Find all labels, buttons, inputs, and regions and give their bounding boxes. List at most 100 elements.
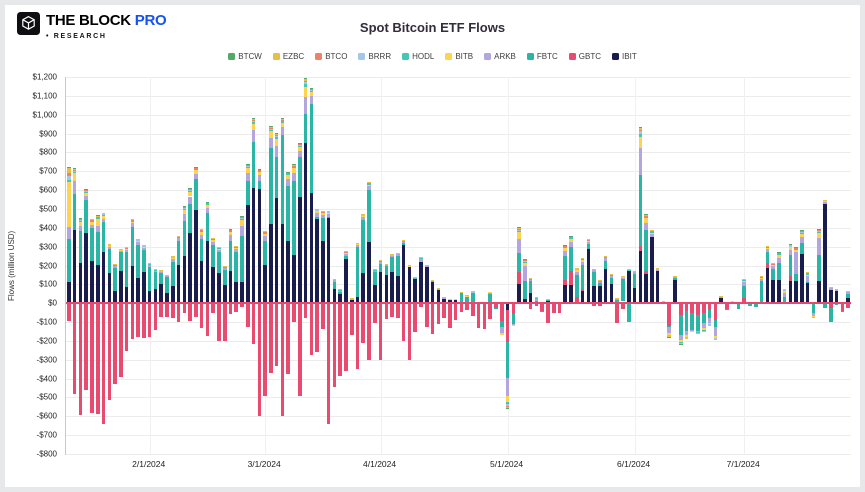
bar-segment-bitb	[176, 237, 181, 239]
bar-segment-arkb	[113, 266, 117, 269]
bar-segment-fbtc	[309, 103, 314, 193]
bar-segment-fbtc	[846, 293, 850, 298]
bar-segment-ezbc	[309, 87, 314, 89]
bar-segment-arkb	[182, 213, 187, 221]
legend-item-brrr[interactable]: BRRR	[358, 52, 391, 61]
bar-segment-arkb	[124, 250, 129, 253]
bar-segment-fbtc	[332, 281, 337, 290]
bar-segment-arkb	[199, 234, 204, 239]
bar-segment-fbtc	[153, 272, 158, 289]
bar-segment-gbtc	[309, 303, 314, 356]
bar-segment-btco	[222, 266, 227, 267]
bar-segment-hodl	[147, 263, 152, 265]
bar-segment-btco	[176, 236, 181, 237]
bar-segment-gbtc	[147, 303, 152, 338]
zero-line	[66, 302, 851, 305]
bar-segment-arkb	[794, 252, 798, 275]
bar-segment-ibit	[846, 297, 850, 304]
gridline	[66, 95, 851, 97]
bar-segment-gbtc	[228, 303, 233, 314]
bar-segment-ezbc	[240, 215, 244, 218]
bar-segment-btcw	[67, 166, 71, 168]
bar-segment-ibit	[430, 282, 435, 304]
bar-segment-fbtc	[142, 249, 146, 273]
bar-segment-gbtc	[142, 303, 146, 339]
bar-segment-ezbc	[199, 229, 204, 231]
bar-segment-gbtc	[546, 303, 550, 323]
legend-item-hodl[interactable]: HODL	[402, 52, 434, 61]
bar-segment-brrr	[269, 128, 273, 130]
bar-segment-btco	[280, 119, 285, 121]
bar-segment-fbtc	[817, 254, 822, 282]
bar-segment-fbtc	[67, 239, 71, 283]
bar-segment-btcw	[274, 132, 279, 134]
bar-segment-hodl	[217, 247, 221, 249]
bar-segment-gbtc	[199, 303, 204, 328]
bar-segment-ezbc	[430, 280, 435, 281]
legend-item-arkb[interactable]: ARKB	[484, 52, 516, 61]
bar-segment-fbtc	[384, 266, 389, 275]
bar-segment-ibit	[390, 271, 394, 304]
bar-segment-arkb	[159, 271, 164, 273]
bar-segment-arkb	[390, 255, 394, 258]
legend-item-fbtc[interactable]: FBTC	[526, 52, 558, 61]
legend-item-gbtc[interactable]: GBTC	[568, 52, 601, 61]
bar-segment-btco	[147, 263, 152, 264]
bar-segment-ezbc	[800, 230, 804, 232]
bar-segment-ezbc	[569, 236, 573, 238]
bar-segment-bitb	[182, 209, 187, 214]
bar-segment-bitb	[419, 257, 423, 260]
legend-item-btco[interactable]: BTCO	[315, 52, 347, 61]
bar-segment-arkb	[373, 270, 377, 273]
bar-segment-gbtc	[280, 303, 285, 417]
legend-item-btcw[interactable]: BTCW	[228, 52, 262, 61]
the-block-logo: THE BLOCK PRO • RESEARCH	[17, 12, 167, 40]
legend-item-ezbc[interactable]: EZBC	[272, 52, 305, 61]
bar-segment-gbtc	[557, 303, 562, 313]
bar-segment-btco	[517, 228, 521, 230]
bar-segment-hodl	[263, 232, 267, 234]
bar-segment-arkb	[251, 130, 256, 142]
bar-segment-brrr	[257, 170, 262, 172]
bar-segment-btcw	[240, 215, 244, 217]
bar-segment-bitb	[702, 328, 706, 331]
bar-segment-gbtc	[246, 303, 250, 327]
bar-segment-btco	[742, 279, 746, 280]
bar-segment-fbtc	[194, 179, 198, 211]
bar-segment-btcw	[182, 205, 187, 207]
bar-segment-ezbc	[702, 331, 706, 332]
legend-item-ibit[interactable]: IBIT	[612, 52, 637, 61]
bar-segment-btco	[217, 247, 221, 248]
legend-label: EZBC	[282, 52, 305, 61]
bar-segment-ibit	[794, 281, 798, 304]
bar-segment-gbtc	[453, 303, 458, 321]
bar-segment-hodl	[569, 237, 573, 239]
y-tick-label: $1,100	[32, 91, 57, 101]
bar-segment-gbtc	[153, 303, 158, 331]
legend-swatch-brrr-icon	[358, 53, 366, 60]
bar-segment-btco	[644, 215, 648, 217]
bar-segment-arkb	[344, 253, 348, 256]
bar-segment-fbtc	[297, 156, 302, 198]
bar-segment-bitb	[274, 139, 279, 146]
bar-segment-btco	[119, 248, 123, 250]
bar-segment-gbtc	[725, 303, 729, 309]
bar-segment-ezbc	[153, 269, 158, 270]
bar-segment-fbtc	[748, 303, 752, 306]
bar-segment-btco	[782, 289, 787, 290]
bar-segment-ezbc	[274, 133, 279, 135]
legend-item-bitb[interactable]: BITB	[445, 52, 473, 61]
bar-segment-btcw	[644, 214, 648, 215]
bar-segment-ezbc	[598, 280, 602, 281]
bar-segment-ezbc	[603, 255, 608, 257]
bar-segment-ezbc	[211, 237, 215, 239]
bar-segment-arkb	[72, 181, 77, 194]
bar-segment-bitb	[730, 300, 735, 302]
bar-segment-gbtc	[707, 303, 712, 310]
bar-segment-bitb	[401, 240, 406, 242]
bar-segment-arkb	[165, 276, 169, 278]
bar-segment-hodl	[95, 218, 100, 219]
bar-segment-ezbc	[638, 127, 643, 130]
bar-segment-btcw	[228, 229, 233, 230]
